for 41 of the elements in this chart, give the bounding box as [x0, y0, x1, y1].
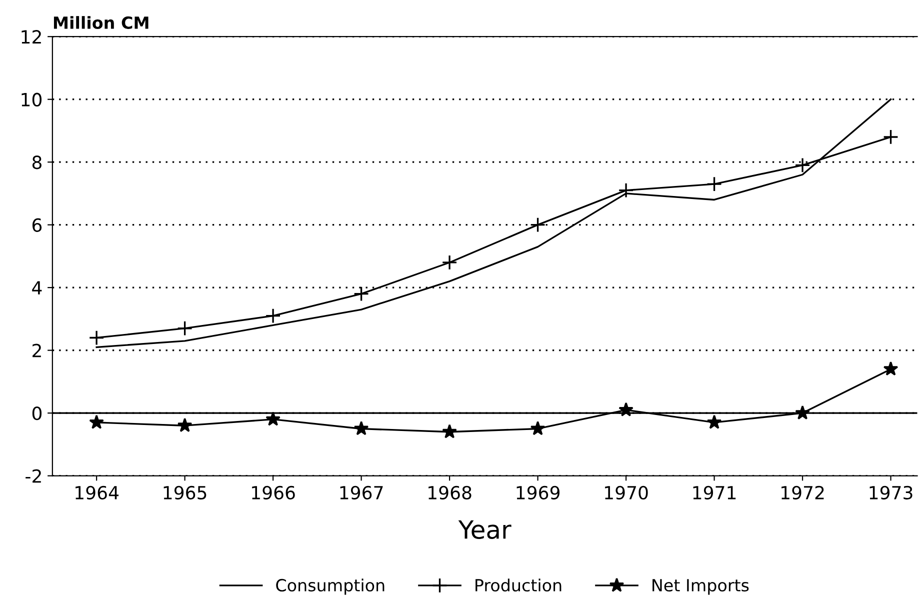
point [530, 420, 546, 436]
legend-label: Production [476, 578, 562, 592]
point [442, 254, 458, 270]
x-tick-label: 1967 [340, 486, 383, 500]
y-tick-label: 10 [22, 92, 42, 106]
point [177, 418, 192, 432]
point [530, 217, 546, 233]
point [883, 361, 898, 376]
x-tick-label: 1966 [252, 486, 295, 500]
point [882, 129, 899, 145]
point [618, 182, 634, 198]
legend-label: Consumption [276, 578, 384, 595]
x-tick-label: 1969 [516, 486, 560, 500]
y-tick-label: 12 [22, 30, 41, 44]
x-tick-label: 1968 [428, 486, 472, 500]
x-tick-label: 1971 [693, 486, 736, 500]
point [354, 420, 369, 436]
point [89, 414, 104, 429]
point [266, 412, 280, 426]
y-tick-label: -2 [26, 469, 41, 483]
point [442, 424, 457, 438]
point [706, 414, 722, 429]
y-tick-label: 6 [32, 218, 42, 232]
x-tick-label: 1973 [870, 486, 912, 500]
x-tick-label: 1970 [605, 486, 648, 500]
point [177, 320, 193, 336]
point [265, 308, 281, 324]
point [794, 157, 810, 173]
x-tick-label: 1972 [782, 486, 824, 500]
y-tick-label: 2 [32, 344, 41, 358]
y-tick-label: 0 [32, 406, 42, 420]
legend-label: Net Imports [652, 579, 749, 595]
point [88, 330, 104, 346]
x-axis-title: Year [458, 520, 512, 540]
y-tick-label: 4 [32, 281, 42, 294]
y-axis-title: Million CM [54, 16, 148, 29]
point [706, 176, 722, 192]
y-tick-label: 8 [32, 156, 42, 170]
x-tick-label: 1964 [76, 486, 119, 500]
point [354, 286, 370, 302]
x-tick-label: 1965 [164, 486, 206, 500]
